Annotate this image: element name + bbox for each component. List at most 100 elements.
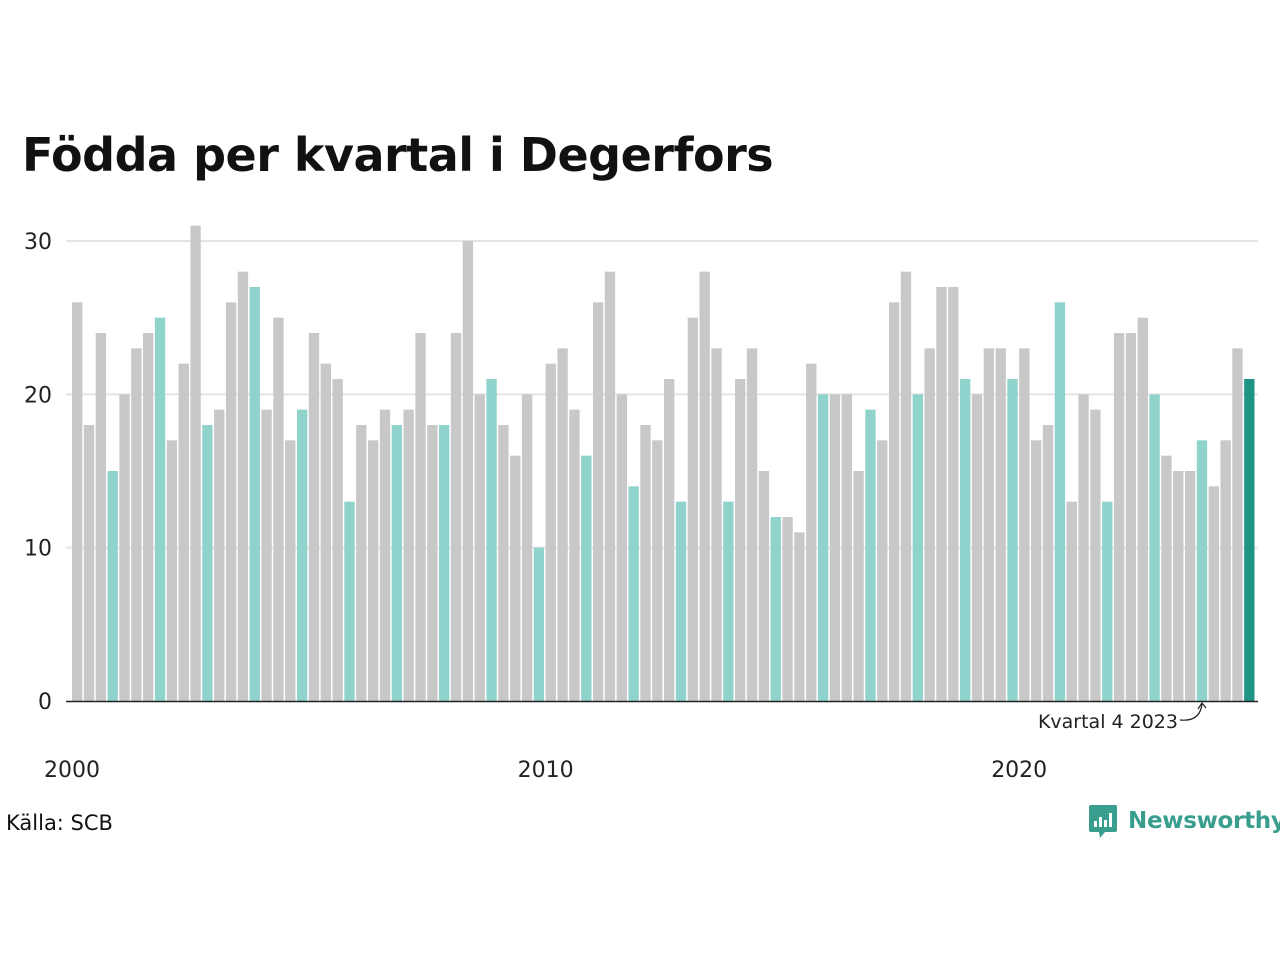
- bar-2004-q3: [285, 440, 296, 701]
- bar-2020-q3: [1042, 425, 1054, 701]
- bar-2018-q2: [936, 287, 947, 701]
- bar-2015-q1: [782, 517, 793, 701]
- bar-2006-q1: [356, 425, 367, 701]
- bar-2010-q1: [545, 363, 556, 701]
- bar-2000-q4: [107, 471, 118, 701]
- source-label: Källa: SCB: [6, 811, 113, 835]
- bar-2014-q2: [746, 348, 758, 701]
- bar-2020-q1: [1019, 348, 1030, 701]
- y-tick-label: 10: [24, 537, 52, 562]
- bar-2013-q2: [699, 271, 710, 701]
- bar-2009-q1: [498, 425, 509, 701]
- bar-2023-q3: [1184, 471, 1196, 701]
- bar-2007-q2: [415, 333, 426, 701]
- bar-2008-q1: [450, 333, 462, 701]
- bar-2012-q2: [652, 440, 663, 701]
- bars: [72, 225, 1255, 702]
- bar-2022-q4: [1149, 394, 1160, 701]
- bar-2002-q2: [178, 363, 189, 701]
- bar-2015-q4: [817, 394, 829, 701]
- bar-2009-q2: [510, 455, 521, 701]
- bar-2000-q2: [83, 425, 95, 701]
- bar-2001-q4: [154, 317, 166, 701]
- bar-2014-q4: [770, 517, 781, 701]
- bar-2005-q3: [332, 379, 343, 701]
- x-axis-ticks: 2000 2010 2020: [44, 758, 1047, 783]
- bar-2004-q1: [261, 409, 272, 701]
- bar-2016-q4: [865, 409, 876, 701]
- bar-2012-q3: [664, 379, 675, 701]
- bar-2024-q3: [1232, 348, 1243, 701]
- bar-2003-q2: [225, 302, 237, 701]
- bar-2006-q4: [391, 425, 403, 701]
- chart-title: Födda per kvartal i Degerfors: [22, 128, 774, 182]
- bar-2017-q4: [912, 394, 923, 701]
- bar-2009-q3: [521, 394, 533, 701]
- bar-2013-q3: [711, 348, 722, 701]
- bar-2004-q4: [296, 409, 308, 701]
- bar-2014-q1: [735, 379, 746, 701]
- bar-2001-q1: [119, 394, 130, 701]
- logo-text: Newsworthy: [1128, 808, 1280, 834]
- bar-2016-q1: [829, 394, 841, 701]
- bar-2005-q1: [308, 333, 320, 701]
- bar-2011-q2: [604, 271, 616, 701]
- logo-chart-icon: [1089, 805, 1117, 838]
- bar-2022-q2: [1125, 333, 1137, 701]
- bar-2020-q2: [1031, 440, 1042, 701]
- y-tick-label: 20: [24, 383, 52, 408]
- bar-2001-q3: [143, 333, 154, 701]
- bar-2021-q2: [1078, 394, 1089, 701]
- bar-2020-q4: [1054, 302, 1066, 701]
- bar-2019-q2: [983, 348, 995, 701]
- bar-2005-q2: [320, 363, 331, 701]
- bar-2008-q2: [462, 241, 474, 701]
- bar-2017-q1: [877, 440, 888, 701]
- bar-2003-q3: [237, 271, 249, 701]
- annotation-arrowhead: [1197, 701, 1207, 710]
- bar-2022-q1: [1113, 333, 1125, 701]
- newsworthy-logo[interactable]: Newsworthy: [1088, 803, 1280, 839]
- bar-2021-q3: [1090, 409, 1101, 701]
- bar-2023-q1: [1161, 455, 1172, 701]
- bar-2019-q4: [1007, 379, 1018, 701]
- bar-2015-q2: [794, 532, 805, 701]
- bar-2021-q1: [1066, 501, 1077, 701]
- bar-2002-q1: [166, 440, 178, 701]
- bar-2010-q3: [569, 409, 580, 701]
- bar-2014-q3: [758, 471, 770, 701]
- bar-2018-q4: [960, 379, 971, 701]
- bar-2009-q4: [533, 547, 545, 701]
- bar-2001-q2: [131, 348, 142, 701]
- bar-2019-q3: [995, 348, 1006, 701]
- y-tick-label: 30: [24, 230, 52, 255]
- x-tick-label: 2020: [991, 758, 1047, 783]
- bar-2000-q1: [72, 302, 83, 701]
- bar-2016-q3: [853, 471, 864, 701]
- bar-2015-q3: [806, 363, 817, 701]
- bar-2023-q2: [1173, 471, 1184, 701]
- annotation-label: Kvartal 4 2023: [1038, 711, 1178, 733]
- bar-2008-q3: [474, 394, 485, 701]
- bar-2010-q2: [557, 348, 568, 701]
- annotation-arrow: [1179, 703, 1203, 721]
- annotation: Kvartal 4 2023: [1038, 701, 1207, 733]
- bar-2017-q2: [888, 302, 900, 701]
- bar-2018-q3: [948, 287, 959, 701]
- bar-2002-q3: [190, 225, 201, 702]
- bar-2011-q4: [628, 486, 639, 701]
- bar-2007-q1: [403, 409, 414, 701]
- bar-2017-q3: [900, 271, 912, 701]
- bar-2013-q1: [687, 317, 699, 701]
- y-tick-label: 0: [38, 690, 52, 715]
- bar-2024-q2: [1220, 440, 1231, 701]
- x-tick-label: 2010: [518, 758, 574, 783]
- bar-2007-q3: [427, 425, 438, 701]
- bar-2024-q1: [1208, 486, 1219, 701]
- x-tick-label: 2000: [44, 758, 100, 783]
- bar-2013-q4: [723, 501, 734, 701]
- bar-2006-q3: [379, 409, 391, 701]
- bar-2019-q1: [971, 394, 983, 701]
- bar-2002-q4: [202, 425, 213, 701]
